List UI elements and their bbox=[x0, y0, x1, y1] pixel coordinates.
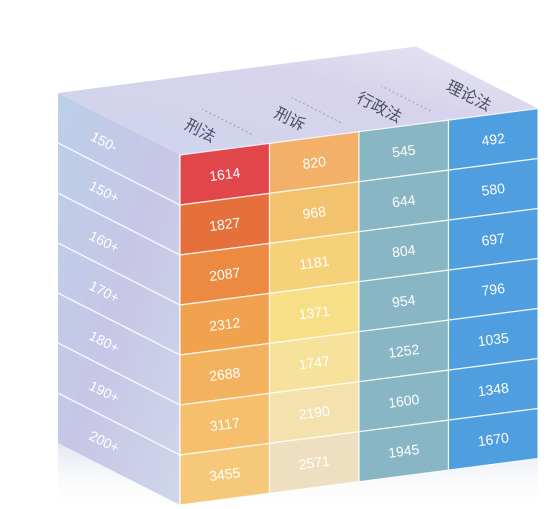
heatmap-cell bbox=[447, 407, 539, 471]
cell-value-label: 2312 bbox=[208, 314, 241, 334]
heatmap-cells: 1614 1827 2087 2312 2688 3117 3455 820 968 1181 13… bbox=[179, 107, 539, 506]
cell-value-label: 2087 bbox=[208, 264, 241, 284]
cell-value-label: 968 bbox=[302, 203, 327, 222]
cube-left-face bbox=[58, 93, 180, 505]
cell-value-label: 2688 bbox=[208, 364, 241, 384]
cell-value-label: 580 bbox=[481, 180, 506, 199]
cell-value-label: 1181 bbox=[298, 253, 330, 273]
side-divider bbox=[57, 342, 181, 406]
cell-value-label: 697 bbox=[481, 230, 506, 249]
top-face-dividers bbox=[202, 85, 431, 135]
cell-value-label: 3455 bbox=[208, 464, 241, 484]
cell-value-label: 3117 bbox=[209, 414, 241, 434]
cell-value-label: 1827 bbox=[208, 214, 241, 234]
top-divider bbox=[291, 97, 341, 123]
side-divider bbox=[57, 142, 181, 206]
side-divider bbox=[57, 292, 181, 356]
cell-value-label: 796 bbox=[481, 280, 506, 299]
cell-value-label: 545 bbox=[391, 141, 416, 160]
cell-value-label: 2190 bbox=[298, 403, 331, 423]
cell-value-label: 644 bbox=[391, 191, 416, 210]
cell-value-label: 820 bbox=[302, 153, 327, 172]
side-divider bbox=[57, 242, 181, 306]
cell-value-label: 1747 bbox=[298, 353, 331, 373]
cell-value-label: 492 bbox=[481, 130, 506, 149]
cell-value-label: 1670 bbox=[477, 429, 510, 449]
top-divider bbox=[202, 108, 252, 135]
cell-value-label: 1252 bbox=[387, 341, 420, 361]
side-divider bbox=[57, 192, 181, 256]
cube-floor-shadow bbox=[58, 443, 538, 509]
cell-value-label: 1600 bbox=[387, 391, 420, 411]
cell-value-label: 1614 bbox=[208, 164, 241, 184]
cell-value-label: 1945 bbox=[387, 441, 420, 461]
cell-value-label: 804 bbox=[391, 241, 416, 260]
side-divider bbox=[57, 392, 181, 456]
cell-value-label: 954 bbox=[391, 291, 416, 310]
cell-value-label: 1035 bbox=[477, 329, 510, 349]
cell-value-label: 2571 bbox=[298, 453, 331, 473]
cell-value-label: 1371 bbox=[298, 303, 331, 323]
top-divider bbox=[381, 85, 431, 112]
cell-value-label: 1348 bbox=[477, 379, 510, 399]
cube-shadow bbox=[58, 443, 538, 509]
cube-top-face bbox=[58, 46, 538, 155]
